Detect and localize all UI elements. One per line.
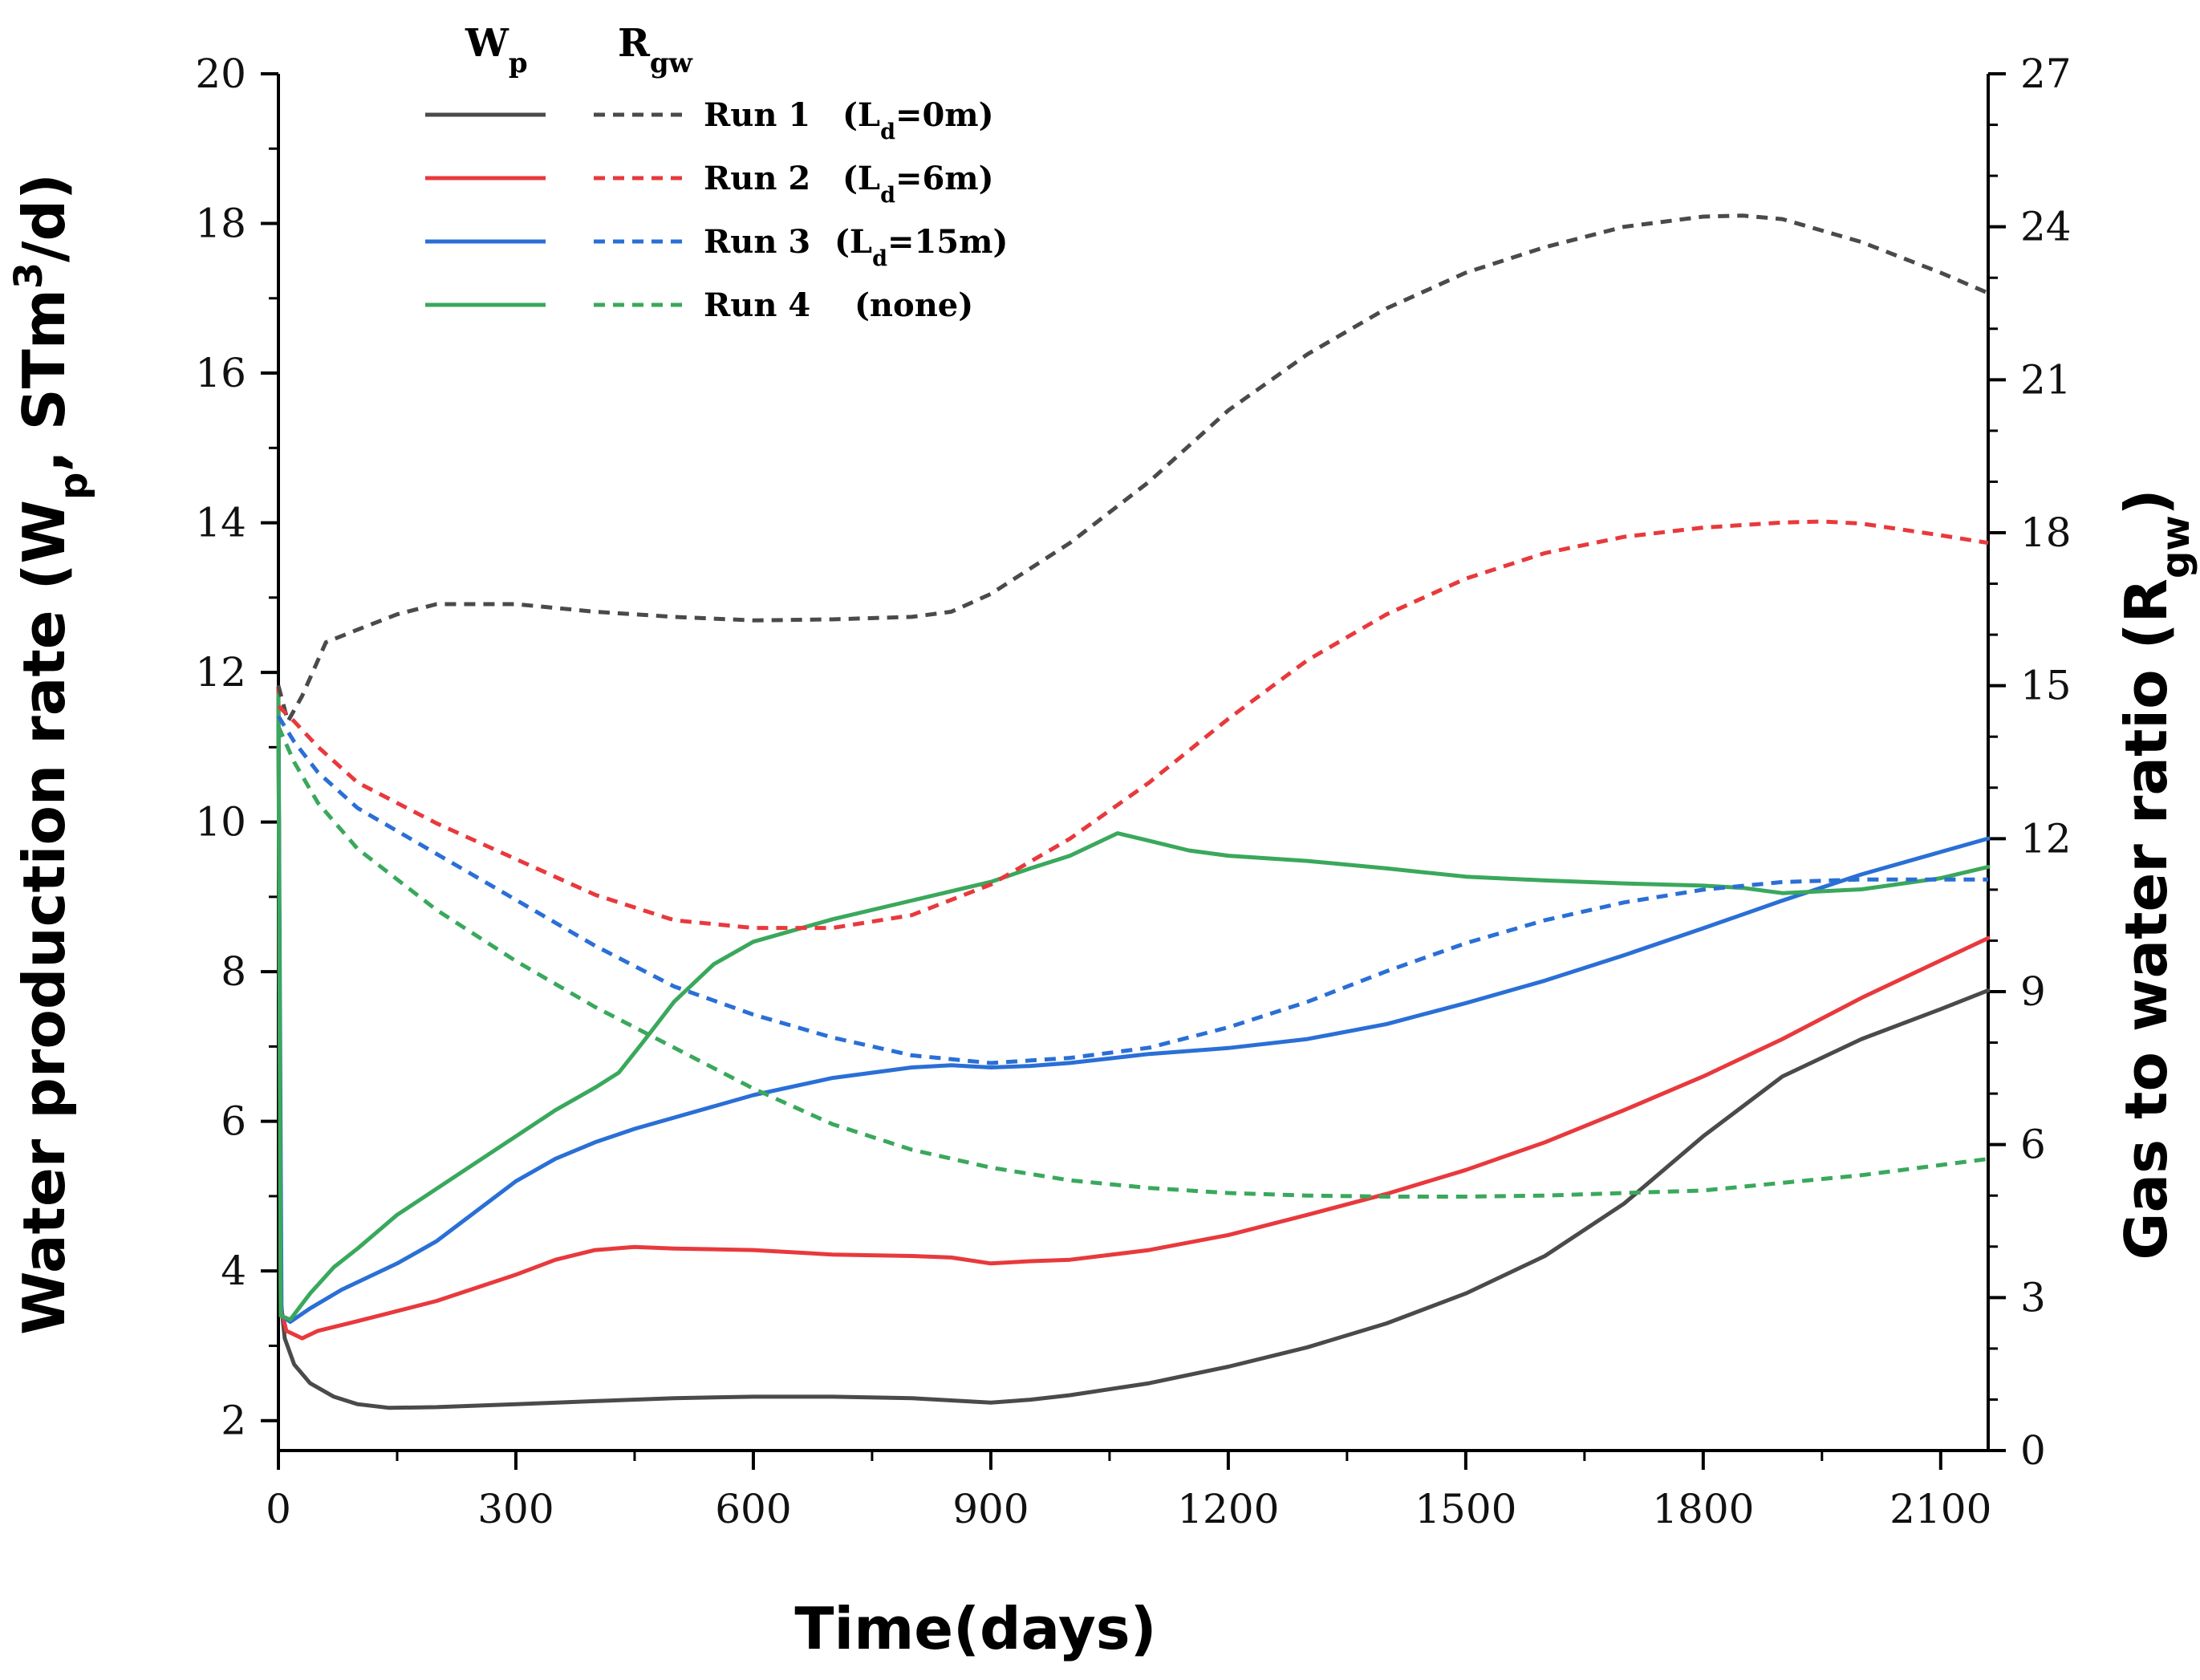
left-tick-label: 14: [195, 500, 246, 546]
right-tick-label: 0: [2020, 1427, 2046, 1474]
right-tick-label: 3: [2020, 1274, 2046, 1321]
left-tick-label: 2: [221, 1398, 246, 1444]
x-tick-label: 1800: [1652, 1486, 1754, 1532]
right-axis-title: Gas to water ratio (Rgw): [2113, 489, 2198, 1260]
x-tick-label: 600: [715, 1486, 791, 1532]
x-tick-label: 900: [952, 1486, 1029, 1532]
left-tick-label: 4: [221, 1248, 246, 1294]
legend-header-wp: Wp: [465, 21, 528, 79]
series-line-4: [276, 692, 1991, 1322]
left-tick-label: 10: [195, 799, 246, 846]
right-tick-label: 15: [2020, 663, 2072, 709]
left-tick-label: 8: [221, 948, 246, 995]
legend-header-rgw: Rgw: [618, 21, 693, 79]
right-tick-label: 12: [2020, 815, 2072, 862]
legend-label-run1: Run 1: [704, 96, 810, 134]
left-tick-label: 18: [195, 201, 246, 247]
x-tick-label: 1200: [1177, 1486, 1279, 1532]
legend-detail-run3: (Ld=15m): [834, 223, 1008, 271]
series-line-2: [276, 685, 1991, 1341]
left-tick-label: 16: [195, 350, 246, 396]
legend-label-run4: Run 4: [704, 286, 810, 324]
x-tick-label: 300: [477, 1486, 554, 1532]
right-tick-label: 27: [2020, 51, 2072, 97]
left-tick-label: 6: [221, 1098, 246, 1145]
plot-frame: [277, 74, 1990, 1452]
left-axis-title: Water production rate (Wp, STm3/d): [6, 173, 96, 1335]
legend: Wp Rgw Run 1 (Ld=0m) Run 2 (Ld=6m) Run 3…: [425, 21, 1008, 324]
right-tick-label: 9: [2020, 968, 2046, 1015]
legend-label-run3: Run 3: [704, 223, 810, 261]
x-axis-title: Time(days): [794, 1595, 1156, 1662]
right-axis-ticks: 0 3 6 9 12 15 18 21 24 27: [1988, 51, 2072, 1474]
legend-detail-run2: (Ld=6m): [842, 160, 994, 208]
legend-detail-run1: (Ld=0m): [842, 96, 994, 144]
series-line-3: [276, 700, 1991, 1325]
series-line-5: [276, 213, 1989, 724]
left-tick-label: 20: [195, 51, 246, 97]
series-line-1: [276, 708, 1991, 1410]
x-tick-label: 1500: [1415, 1486, 1516, 1532]
legend-entry-run4: Run 4 (none): [425, 286, 973, 324]
left-axis-ticks: 2 4 6 8 10 12 14 16 18 20: [195, 51, 278, 1444]
x-tick-label: 0: [266, 1486, 291, 1532]
legend-label-run2: Run 2: [704, 160, 810, 197]
right-tick-label: 6: [2020, 1122, 2046, 1168]
x-tick-label: 2100: [1889, 1486, 1991, 1532]
legend-entry-run2: Run 2 (Ld=6m): [425, 160, 994, 208]
right-tick-label: 24: [2020, 204, 2072, 250]
legend-entry-run3: Run 3 (Ld=15m): [425, 223, 1008, 271]
right-tick-label: 18: [2020, 509, 2072, 556]
series-line-6: [277, 519, 1989, 931]
series-lines: [276, 213, 1991, 1410]
legend-detail-run4: (none): [854, 286, 973, 324]
series-line-7: [276, 715, 1988, 1065]
legend-entry-run1: Run 1 (Ld=0m): [425, 96, 994, 144]
x-axis-ticks: 0 300 600 900 1200 1500 1800 2100: [266, 1451, 1991, 1532]
left-tick-label: 12: [195, 649, 246, 696]
right-tick-label: 21: [2020, 356, 2072, 403]
